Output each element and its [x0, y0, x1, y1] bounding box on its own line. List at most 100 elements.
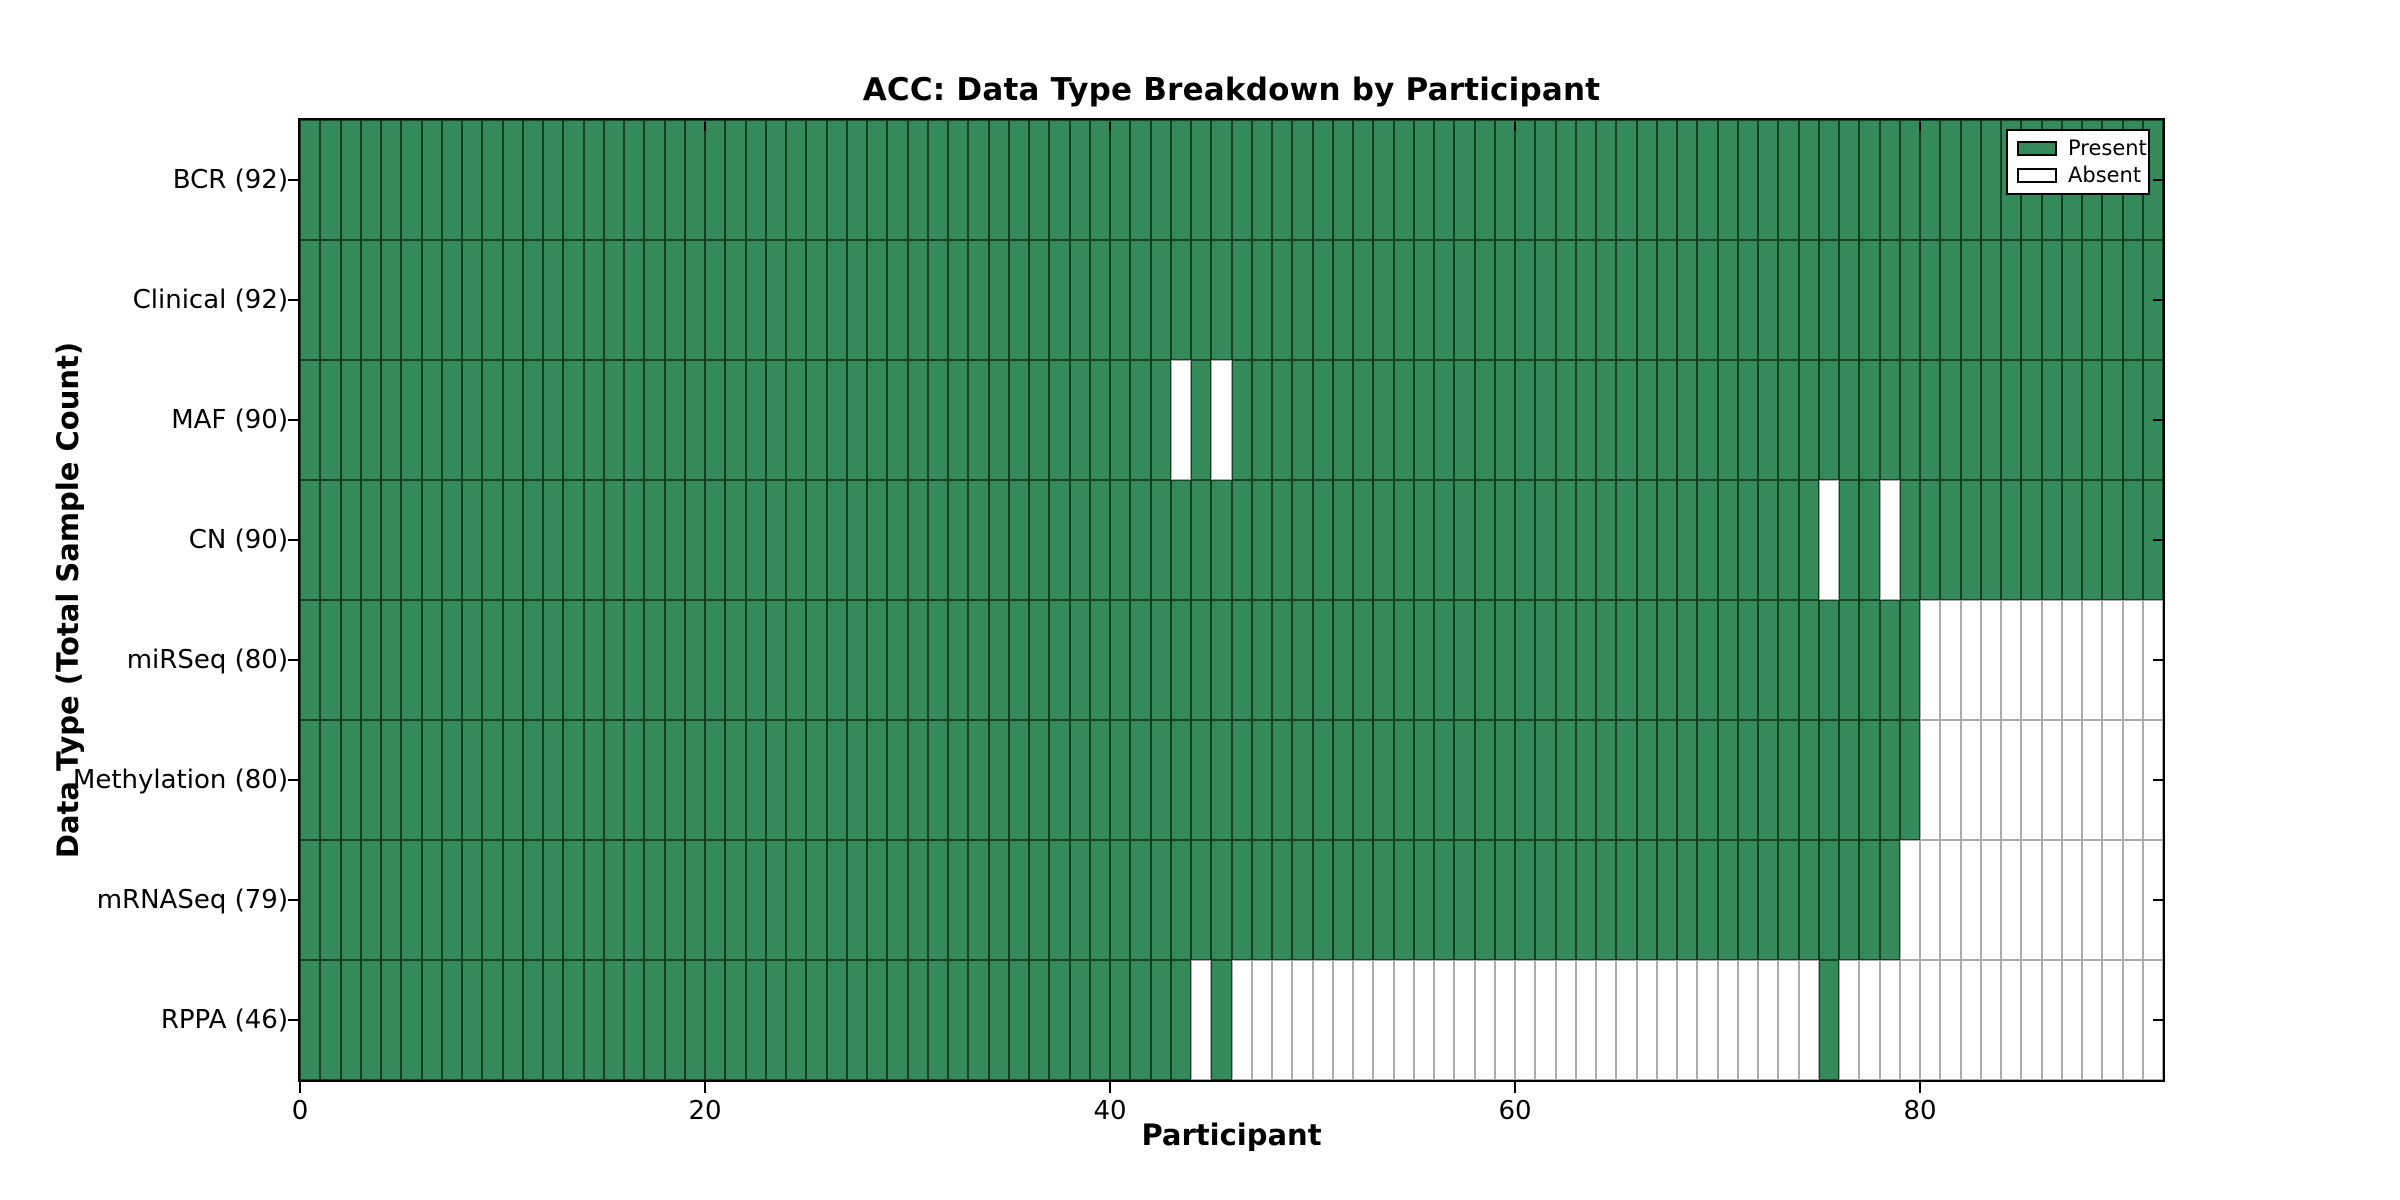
legend-absent-swatch [2017, 168, 2057, 184]
heatmap-cell [2001, 720, 2022, 840]
heatmap-cell [1474, 600, 1495, 720]
heatmap-cell [603, 720, 624, 840]
heatmap-cell [401, 960, 422, 1080]
heatmap-cell [786, 480, 807, 600]
heatmap-cell [381, 720, 402, 840]
heatmap-cell [725, 720, 746, 840]
heatmap-cell [1008, 240, 1029, 360]
heatmap-cell [1535, 600, 1556, 720]
heatmap-cell [1191, 840, 1212, 960]
heatmap-cell [1839, 840, 1860, 960]
heatmap-cell [300, 480, 321, 600]
heatmap-cell [2122, 720, 2143, 840]
heatmap-cell [522, 120, 543, 240]
heatmap-cell [1798, 240, 1819, 360]
heatmap-cell [765, 840, 786, 960]
heatmap-cell [482, 960, 503, 1080]
heatmap-cell [988, 120, 1009, 240]
heatmap-cell [867, 240, 888, 360]
legend: Present Absent [2006, 129, 2150, 195]
heatmap-cell [1879, 600, 1900, 720]
heatmap-cell [1980, 720, 2001, 840]
heatmap-cell [1616, 840, 1637, 960]
heatmap-cell [543, 720, 564, 840]
heatmap-cell [948, 480, 969, 600]
heatmap-cell [1677, 360, 1698, 480]
heatmap-cell [1899, 120, 1920, 240]
heatmap-cell [1373, 480, 1394, 600]
heatmap-cell [624, 360, 645, 480]
heatmap-cell [1656, 600, 1677, 720]
heatmap-cell [846, 480, 867, 600]
heatmap-cell [441, 720, 462, 840]
heatmap-cell [1960, 240, 1981, 360]
heatmap-cell [1697, 120, 1718, 240]
heatmap-cell [1515, 360, 1536, 480]
heatmap-cell [644, 240, 665, 360]
heatmap-cell [2102, 480, 2123, 600]
heatmap-cell [765, 720, 786, 840]
heatmap-cell [705, 240, 726, 360]
heatmap-cell [887, 360, 908, 480]
y-tick-label: CN (90) [188, 525, 288, 555]
heatmap-cell [1636, 360, 1657, 480]
heatmap-cell [381, 120, 402, 240]
heatmap-cell [1940, 480, 1961, 600]
heatmap-cell [340, 840, 361, 960]
heatmap-cell [1150, 600, 1171, 720]
heatmap-cell [1110, 360, 1131, 480]
heatmap-cell [1839, 240, 1860, 360]
heatmap-cell [563, 840, 584, 960]
heatmap-cell [1656, 120, 1677, 240]
heatmap-cell [1859, 840, 1880, 960]
heatmap-cell [1940, 840, 1961, 960]
heatmap-cell [1616, 960, 1637, 1080]
heatmap-row [300, 240, 2163, 360]
heatmap-cell [1150, 480, 1171, 600]
heatmap-cell [1292, 720, 1313, 840]
heatmap-cell [300, 720, 321, 840]
heatmap-cell [927, 240, 948, 360]
heatmap-cell [320, 480, 341, 600]
heatmap-cell [1150, 960, 1171, 1080]
heatmap-cell [1980, 960, 2001, 1080]
heatmap-cell [401, 840, 422, 960]
heatmap-cell [1960, 600, 1981, 720]
heatmap-cell [1373, 840, 1394, 960]
heatmap-cell [340, 360, 361, 480]
heatmap-cell [786, 360, 807, 480]
heatmap-cell [826, 720, 847, 840]
heatmap-cell [846, 840, 867, 960]
heatmap-cell [1312, 720, 1333, 840]
heatmap-cell [1818, 240, 1839, 360]
heatmap-cell [927, 960, 948, 1080]
heatmap-cell [360, 480, 381, 600]
heatmap-cell [1069, 720, 1090, 840]
heatmap-cell [2021, 240, 2042, 360]
heatmap-cell [603, 360, 624, 480]
plot-area [298, 118, 2165, 1082]
heatmap-cell [1373, 240, 1394, 360]
heatmap-cell [765, 360, 786, 480]
heatmap-cell [1130, 960, 1151, 1080]
heatmap-cell [1373, 120, 1394, 240]
heatmap-cell [1494, 240, 1515, 360]
heatmap-cell [786, 960, 807, 1080]
heatmap-row [300, 360, 2163, 480]
heatmap-cell [988, 960, 1009, 1080]
heatmap-cell [1049, 480, 1070, 600]
heatmap-cell [1818, 480, 1839, 600]
heatmap-cell [927, 720, 948, 840]
heatmap-cell [1049, 240, 1070, 360]
heatmap-cell [1332, 120, 1353, 240]
heatmap-cell [1454, 600, 1475, 720]
heatmap-cell [1373, 600, 1394, 720]
heatmap-cell [1697, 960, 1718, 1080]
heatmap-cell [522, 240, 543, 360]
heatmap-cell [381, 480, 402, 600]
heatmap-cell [2041, 600, 2062, 720]
heatmap-cell [1717, 960, 1738, 1080]
heatmap-cell [1170, 120, 1191, 240]
heatmap-cell [1069, 960, 1090, 1080]
heatmap-cell [421, 960, 442, 1080]
